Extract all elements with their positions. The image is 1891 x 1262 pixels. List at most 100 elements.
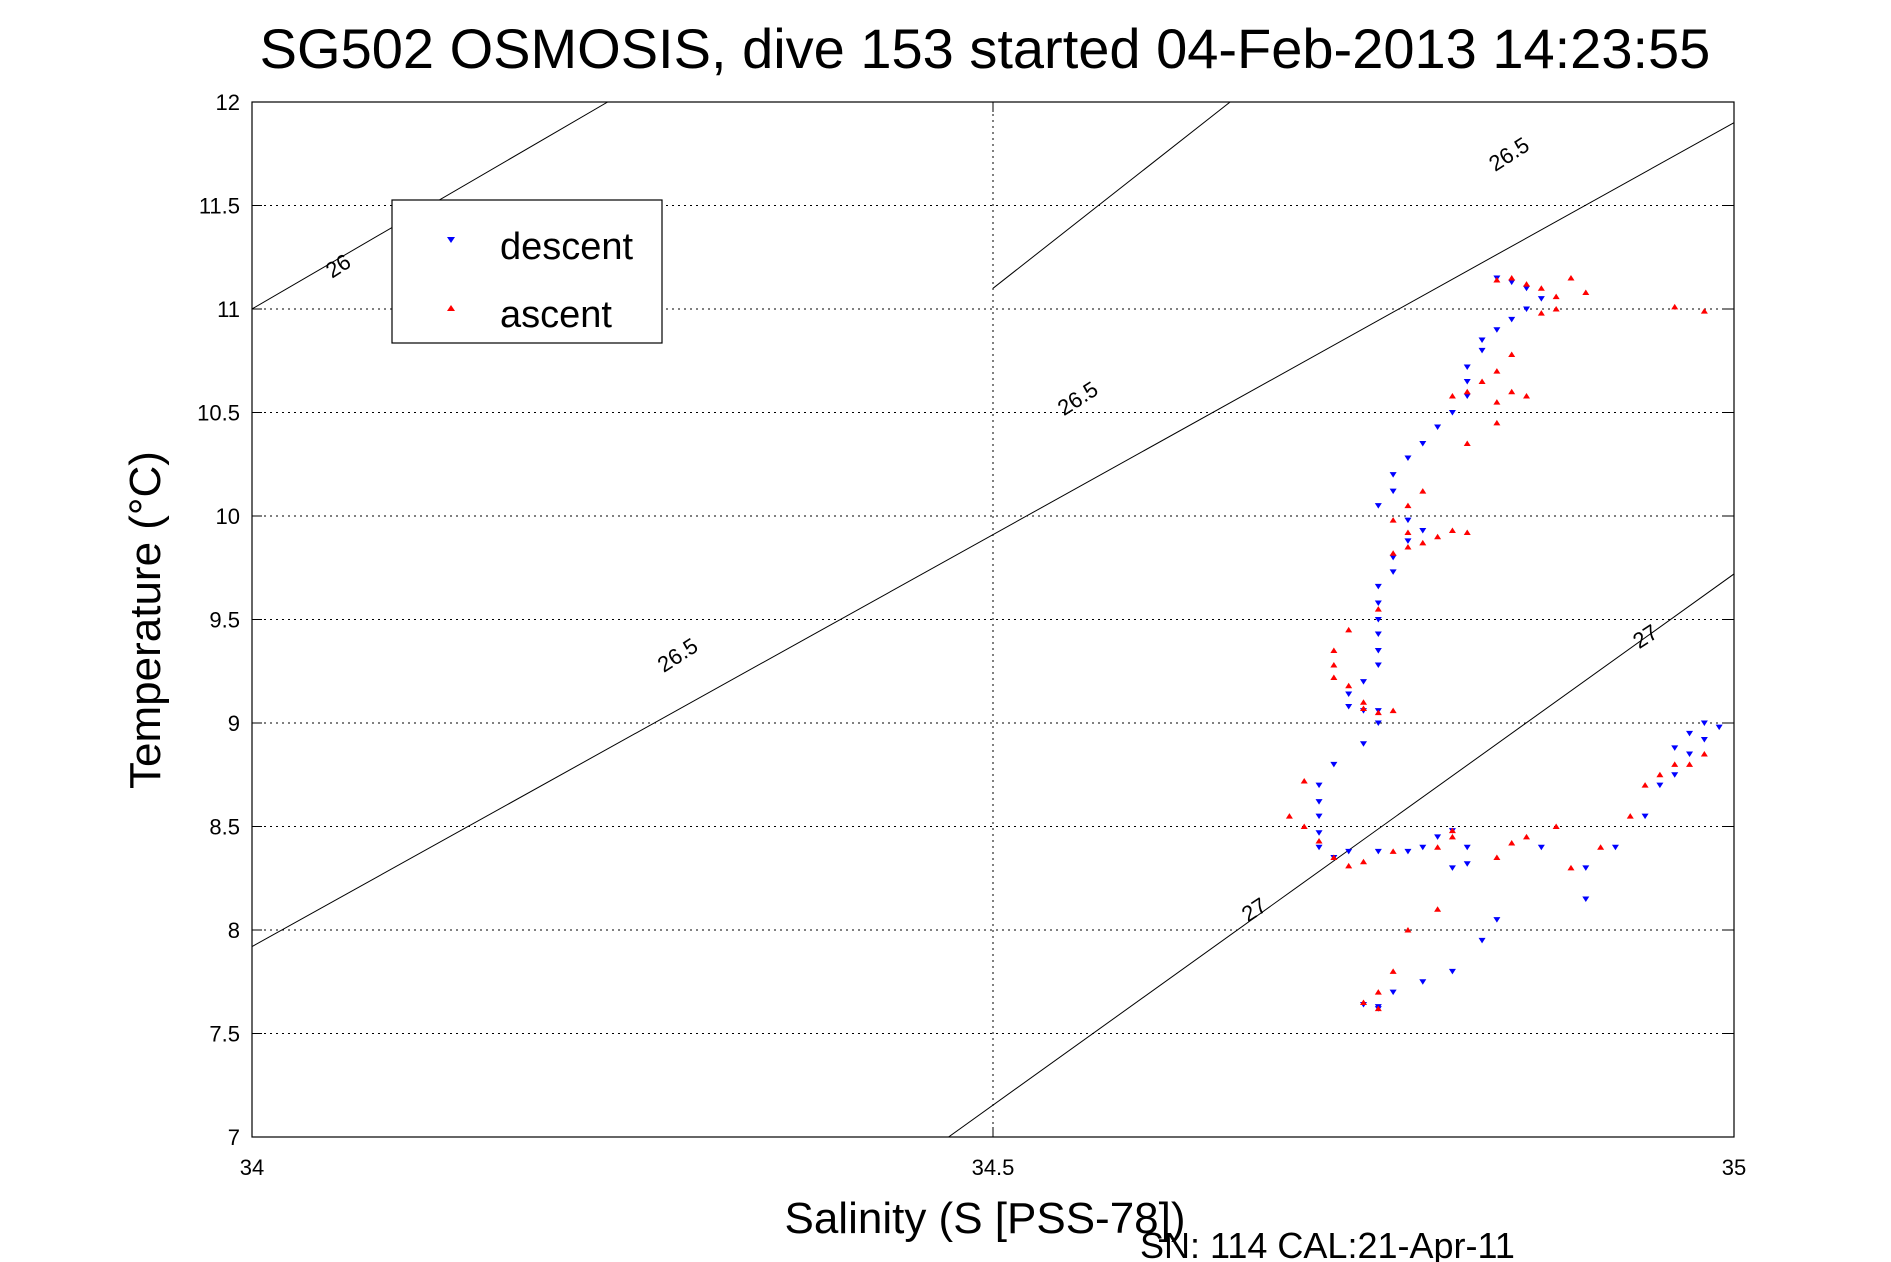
descent-point — [1463, 378, 1471, 385]
ascent-point — [1508, 351, 1516, 358]
ascent-point — [1523, 833, 1531, 840]
descent-point — [1374, 848, 1382, 855]
ascent-point — [1345, 862, 1353, 869]
ascent-point — [1330, 674, 1338, 680]
descent-point — [1671, 745, 1679, 751]
serial-calibration-note: SN: 114 CAL:21-Apr-11 — [1140, 1225, 1515, 1262]
descent-point — [1419, 844, 1427, 851]
descent-point — [1478, 337, 1486, 344]
descent-point — [1374, 600, 1382, 606]
descent-point — [1315, 813, 1323, 820]
descent-point — [1686, 730, 1694, 737]
legend-descent-marker — [447, 237, 455, 243]
ascent-point — [1508, 274, 1516, 281]
ascent-point — [1537, 310, 1545, 316]
descent-point — [1374, 648, 1382, 654]
ascent-point — [1493, 368, 1501, 374]
ascent-point — [1345, 682, 1353, 689]
ascent-point — [1671, 761, 1679, 767]
data-points — [1285, 274, 1723, 1012]
descent-point — [1493, 917, 1501, 923]
descent-point — [1715, 724, 1723, 731]
descent-point — [1419, 527, 1427, 534]
ascent-point — [1448, 392, 1456, 399]
ascent-point — [1330, 647, 1338, 654]
ascent-point — [1478, 378, 1486, 384]
descent-point — [1508, 316, 1516, 323]
descent-point — [1463, 861, 1471, 867]
chart-title: SG502 OSMOSIS, dive 153 started 04-Feb-2… — [260, 17, 1711, 80]
ascent-point — [1567, 274, 1575, 281]
descent-point — [1389, 472, 1397, 478]
ascent-point — [1508, 840, 1516, 846]
ascent-point — [1641, 782, 1649, 788]
ascent-point — [1404, 544, 1412, 550]
descent-point — [1330, 761, 1338, 768]
y-tick-label: 8 — [228, 918, 240, 943]
descent-point — [1434, 424, 1442, 430]
ascent-point — [1671, 303, 1679, 310]
descent-point — [1508, 279, 1516, 286]
y-tick-label: 9 — [228, 711, 240, 736]
ascent-point — [1463, 529, 1471, 536]
descent-point — [1389, 569, 1397, 575]
descent-point — [1315, 782, 1323, 789]
descent-point — [1686, 751, 1694, 758]
descent-point — [1389, 488, 1397, 495]
isopycnal-line — [992, 102, 1231, 289]
legend-ascent-marker — [447, 305, 455, 311]
ascent-point — [1345, 626, 1353, 633]
y-tick-label: 12 — [216, 90, 240, 115]
descent-point — [1537, 844, 1545, 851]
legend-ascent-label: ascent — [500, 294, 612, 336]
ascent-point — [1300, 777, 1308, 784]
ascent-point — [1434, 533, 1442, 540]
descent-point — [1448, 865, 1456, 871]
descent-point — [1448, 410, 1456, 416]
y-axis-ticks: 7 7.5 8 8.5 9 9.5 10 10.5 11 11.5 12 — [197, 90, 1734, 1150]
descent-point — [1463, 364, 1471, 370]
ascent-point — [1493, 277, 1501, 283]
descent-point — [1419, 441, 1427, 447]
descent-point — [1478, 347, 1486, 354]
descent-point — [1700, 720, 1708, 726]
ascent-point — [1493, 399, 1501, 405]
y-axis-title: Temperature (°C) — [121, 451, 170, 789]
ascent-point — [1360, 705, 1367, 712]
descent-point — [1700, 737, 1708, 743]
descent-point — [1611, 844, 1619, 851]
descent-point — [1448, 968, 1456, 975]
ascent-point — [1552, 293, 1560, 300]
ascent-point — [1434, 906, 1442, 912]
ascent-point — [1552, 306, 1560, 312]
descent-point — [1463, 393, 1471, 399]
ascent-point — [1552, 823, 1560, 829]
ascent-point — [1493, 854, 1501, 861]
descent-point — [1671, 772, 1679, 778]
ascent-point — [1374, 989, 1382, 995]
descent-point — [1523, 306, 1531, 312]
descent-point — [1404, 848, 1412, 855]
ascent-point — [1419, 539, 1427, 546]
ascent-point — [1656, 771, 1664, 778]
descent-point — [1360, 741, 1367, 747]
ascent-point — [1360, 858, 1367, 865]
ascent-point — [1448, 827, 1456, 834]
descent-point — [1389, 989, 1397, 996]
descent-point — [1315, 799, 1323, 805]
ascent-point — [1315, 837, 1323, 844]
ascent-point — [1419, 488, 1427, 494]
descent-point — [1374, 503, 1382, 509]
descent-point — [1537, 296, 1545, 302]
ascent-point — [1463, 388, 1471, 395]
descent-point — [1374, 631, 1382, 637]
descent-point — [1404, 455, 1412, 462]
y-tick-label: 10.5 — [197, 401, 240, 426]
y-tick-label: 7.5 — [209, 1022, 240, 1047]
descent-point — [1582, 896, 1590, 902]
legend: descent ascent — [391, 199, 663, 344]
y-tick-label: 11.5 — [199, 194, 240, 219]
descent-point — [1345, 691, 1353, 698]
